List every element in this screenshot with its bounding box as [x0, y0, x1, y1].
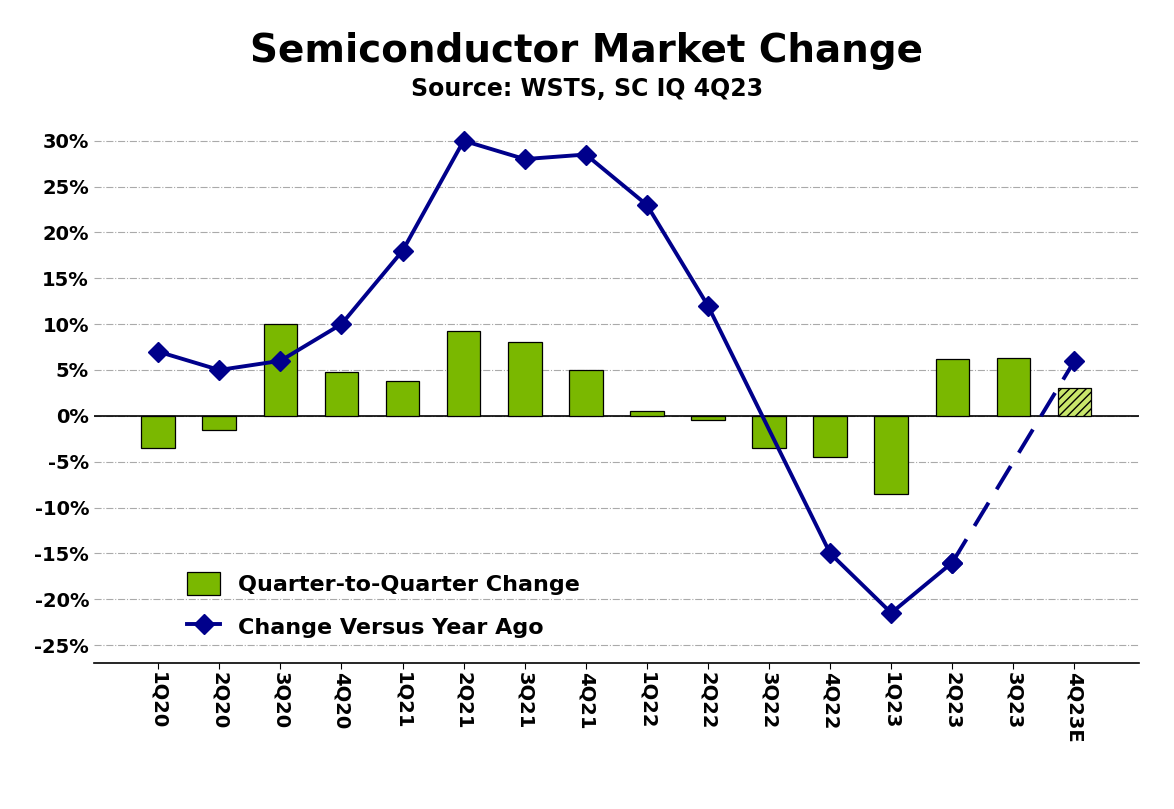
Legend: Quarter-to-Quarter Change, Change Versus Year Ago: Quarter-to-Quarter Change, Change Versus…: [178, 563, 589, 646]
Bar: [141, 416, 175, 448]
Bar: [997, 358, 1031, 416]
Bar: [264, 324, 297, 416]
Bar: [386, 381, 419, 416]
Bar: [753, 416, 785, 448]
Bar: [691, 416, 724, 421]
Text: Source: WSTS, SC IQ 4Q23: Source: WSTS, SC IQ 4Q23: [411, 77, 763, 101]
Bar: [875, 416, 908, 493]
Bar: [508, 341, 541, 416]
Bar: [630, 411, 663, 416]
Bar: [936, 359, 969, 416]
Bar: [814, 416, 846, 457]
Bar: [447, 332, 480, 416]
Text: Semiconductor Market Change: Semiconductor Market Change: [250, 32, 924, 70]
Bar: [1058, 388, 1092, 416]
Bar: [202, 416, 236, 430]
Bar: [569, 370, 602, 416]
Bar: [325, 372, 358, 416]
